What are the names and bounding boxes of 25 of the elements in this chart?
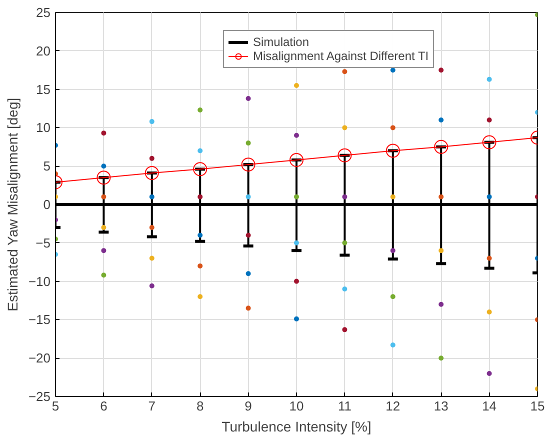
y-axis-title: Estimated Yaw Misalignment [deg] [4, 98, 20, 312]
x-tick-label: 9 [244, 398, 252, 414]
x-tick-label: 6 [100, 398, 108, 414]
y-tick-label: 15 [36, 82, 51, 97]
x-axis-title: Turbulence Intensity [%] [222, 418, 372, 434]
x-tick-label: 14 [482, 398, 497, 414]
y-tick-label: 25 [36, 5, 51, 20]
y-tick-label: 0 [43, 197, 51, 212]
x-tick-label: 11 [338, 398, 352, 414]
x-tick-label: 12 [386, 398, 400, 414]
y-tick-label: −25 [28, 389, 51, 404]
y-tick-label: 5 [43, 158, 51, 174]
y-tick-label: −20 [28, 350, 51, 366]
legend-label: Simulation [253, 35, 310, 49]
x-tick-label: 10 [289, 398, 304, 414]
y-tick-label: 20 [36, 43, 51, 58]
x-tick-label: 15 [530, 398, 545, 414]
x-tick-label: 8 [196, 398, 204, 414]
x-tick-label: 7 [148, 398, 156, 414]
y-tick-label: −10 [28, 274, 51, 289]
x-tick-label: 13 [434, 398, 448, 414]
y-tick-label: −5 [36, 235, 51, 250]
y-tick-label: 10 [36, 120, 51, 136]
y-tick-label: −15 [28, 312, 51, 328]
legend-label: Misalignment Against Different TI [253, 49, 429, 63]
